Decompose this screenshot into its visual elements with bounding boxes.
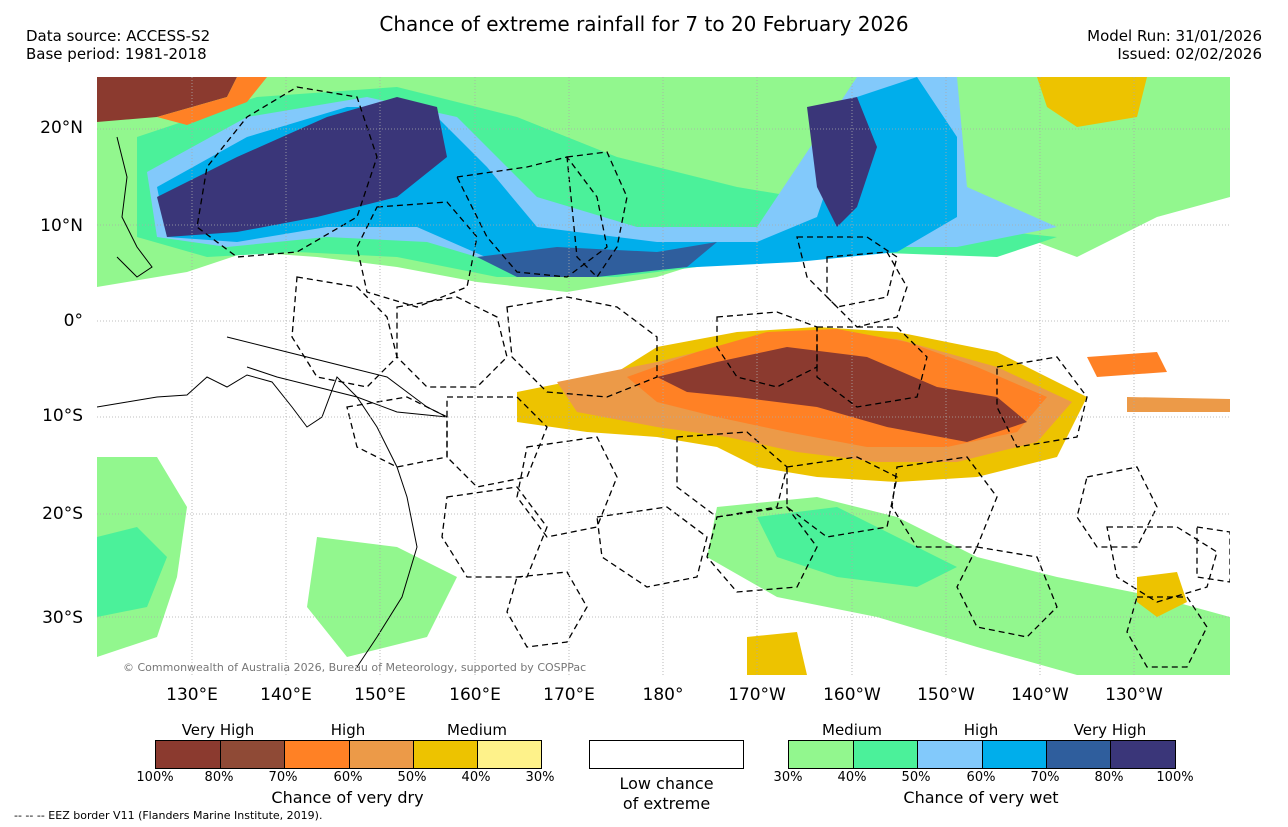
lat-label-20s: 20°S <box>42 504 83 524</box>
wet-legend-medium: Medium <box>822 721 882 739</box>
lat-label-30s: 30°S <box>42 608 83 628</box>
issued-date-text: Issued: 02/02/2026 <box>1117 45 1262 63</box>
low-chance-line1: Low chance <box>619 774 714 793</box>
wet-tick-40: 40% <box>837 770 867 785</box>
wet-swatch-1 <box>789 741 853 768</box>
low-chance-swatch <box>589 740 744 769</box>
low-chance-line2: of extreme <box>622 794 711 813</box>
dry-tick-40: 40% <box>461 770 491 785</box>
dry-swatch-5 <box>413 741 477 768</box>
dry-medium-northeast-region <box>1037 77 1147 127</box>
map-title: Chance of extreme rainfall for 7 to 20 F… <box>379 12 909 36</box>
eez-borders <box>196 86 1230 668</box>
dry-tick-60: 60% <box>333 770 363 785</box>
lon-label-170w: 170°W <box>728 685 786 705</box>
dry-very-high-northwest-region <box>97 77 237 122</box>
dry-tick-70: 70% <box>268 770 298 785</box>
wet-swatch-2 <box>853 741 917 768</box>
wet-swatch-5 <box>1046 741 1110 768</box>
dry-very-high-central-region <box>657 347 1027 442</box>
lon-label-140e: 140°E <box>260 685 312 705</box>
lon-label-140w: 140°W <box>1011 685 1069 705</box>
wet-legend-very-high: Very High <box>1073 721 1147 739</box>
lon-label-180: 180° <box>642 685 684 705</box>
wet-very-high-central-region <box>807 97 877 227</box>
data-source-block: Data source: ACCESS-S2 Base period: 1981… <box>26 27 210 63</box>
lon-label-130e: 130°E <box>166 685 218 705</box>
wet-legend-caption: Chance of very wet <box>903 788 1059 807</box>
dry-swatch-1 <box>156 741 220 768</box>
lon-label-130w: 130°W <box>1105 685 1163 705</box>
dry-tick-50: 50% <box>397 770 427 785</box>
model-run-block: Model Run: 31/01/2026 Issued: 02/02/2026 <box>1087 27 1262 63</box>
wet-swatch-3 <box>917 741 982 768</box>
wet-tick-70: 70% <box>1030 770 1060 785</box>
lon-label-160w: 160°W <box>823 685 881 705</box>
model-run-text: Model Run: 31/01/2026 <box>1087 27 1262 45</box>
dry-south-east-patch <box>1137 572 1187 617</box>
philippines-coastline <box>116 136 153 278</box>
lon-label-160e: 160°E <box>449 685 501 705</box>
low-chance-caption: Low chance of extreme <box>589 774 744 814</box>
dry-tick-80: 80% <box>204 770 234 785</box>
dry-high-northwest-region <box>157 77 267 125</box>
wet-tick-60: 60% <box>966 770 996 785</box>
wet-south-central-region <box>307 537 457 657</box>
wet-very-high-north-region <box>157 97 447 237</box>
map-gridlines <box>97 77 1230 675</box>
lat-label-10n: 10°N <box>40 216 83 236</box>
wet-tick-100: 100% <box>1156 770 1194 785</box>
lon-label-150w: 150°W <box>917 685 975 705</box>
wet-swatch-4 <box>982 741 1046 768</box>
dry-tick-30: 30% <box>525 770 555 785</box>
dry-legend-medium: Medium <box>447 721 507 739</box>
wet-south-west2-region <box>97 527 167 617</box>
dry-legend-high: High <box>330 721 366 739</box>
dry-swatch-6 <box>477 741 541 768</box>
wet-very-high-band-region <box>477 242 717 277</box>
wet-legend-high: High <box>963 721 999 739</box>
dry-far-east2-region <box>1127 397 1230 412</box>
data-source-text: Data source: ACCESS-S2 <box>26 27 211 45</box>
dry-tick-100: 100% <box>136 770 174 785</box>
lon-label-170e: 170°E <box>543 685 595 705</box>
base-period-text: Base period: 1981-2018 <box>26 45 207 63</box>
lat-label-20n: 20°N <box>40 118 83 138</box>
lat-label-10s: 10°S <box>42 406 83 426</box>
wet-tick-50: 50% <box>901 770 931 785</box>
dry-swatch-4 <box>349 741 413 768</box>
lat-label-0: 0° <box>63 311 83 331</box>
rainfall-map: © Commonwealth of Australia 2026, Bureau… <box>97 77 1230 675</box>
dry-swatch-3 <box>284 741 349 768</box>
eez-footnote: -- -- -- EEZ border V11 (Flanders Marine… <box>14 809 323 822</box>
wet-legend-bar <box>788 740 1176 769</box>
wet-tick-80: 80% <box>1094 770 1124 785</box>
dry-legend-caption: Chance of very dry <box>271 788 424 807</box>
lon-label-150e: 150°E <box>354 685 406 705</box>
dry-far-east-region <box>1087 352 1167 377</box>
dry-legend-bar <box>155 740 542 769</box>
australia-coastline <box>97 374 418 668</box>
dry-swatch-2 <box>220 741 284 768</box>
wet-swatch-6 <box>1110 741 1175 768</box>
copyright-text: © Commonwealth of Australia 2026, Bureau… <box>123 661 586 674</box>
wet-tick-30: 30% <box>773 770 803 785</box>
dry-south-bottom-patch <box>747 632 807 675</box>
dry-legend-very-high: Very High <box>181 721 255 739</box>
